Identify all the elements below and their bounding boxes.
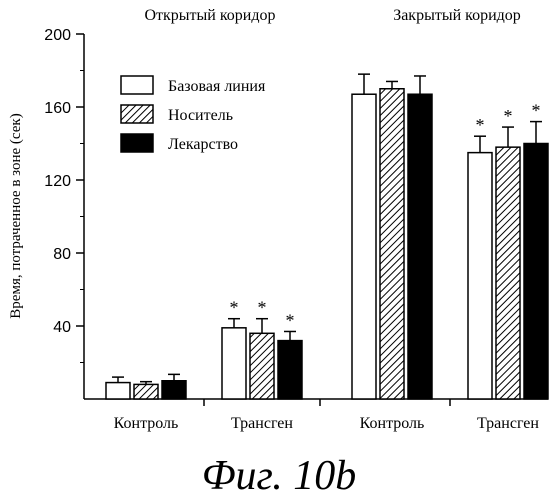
legend: Базовая линия Носитель Лекарство (121, 76, 266, 153)
legend-swatch (121, 76, 153, 94)
bar (134, 384, 158, 399)
x-tick-label: Контроль (114, 415, 179, 432)
x-tick-label: Трансген (477, 415, 539, 432)
bar (162, 381, 186, 399)
legend-swatch (121, 134, 153, 152)
bar (524, 144, 548, 400)
legend-label: Лекарство (168, 136, 238, 153)
bar (496, 147, 520, 399)
bar (250, 333, 274, 399)
significance-marker: * (504, 106, 513, 126)
y-tick-label: 160 (44, 100, 71, 117)
x-tick-label: Контроль (360, 415, 425, 432)
legend-label: Носитель (168, 107, 233, 124)
group-title: Закрытый коридор (393, 7, 521, 24)
bar (380, 89, 404, 399)
y-axis-label: Время, потраченное в зоне (сек) (8, 113, 24, 318)
bar (408, 94, 432, 399)
legend-swatch (121, 105, 153, 123)
bar (352, 94, 376, 399)
y-tick-label: 200 (44, 27, 71, 44)
y-tick-label: 40 (53, 319, 71, 336)
significance-marker: * (476, 115, 485, 135)
legend-label: Базовая линия (168, 78, 266, 95)
group-title: Открытый коридор (144, 7, 275, 24)
figure-caption: Фиг. 10b (0, 452, 558, 500)
x-tick-label: Трансген (231, 415, 293, 432)
significance-marker: * (258, 298, 267, 318)
bar (222, 328, 246, 399)
y-tick-label: 80 (53, 246, 71, 263)
significance-marker: * (286, 310, 295, 330)
significance-marker: * (532, 101, 541, 121)
significance-marker: * (230, 298, 239, 318)
bar (278, 341, 302, 399)
y-tick-label: 120 (44, 173, 71, 190)
bar (106, 383, 130, 399)
bar (468, 153, 492, 399)
